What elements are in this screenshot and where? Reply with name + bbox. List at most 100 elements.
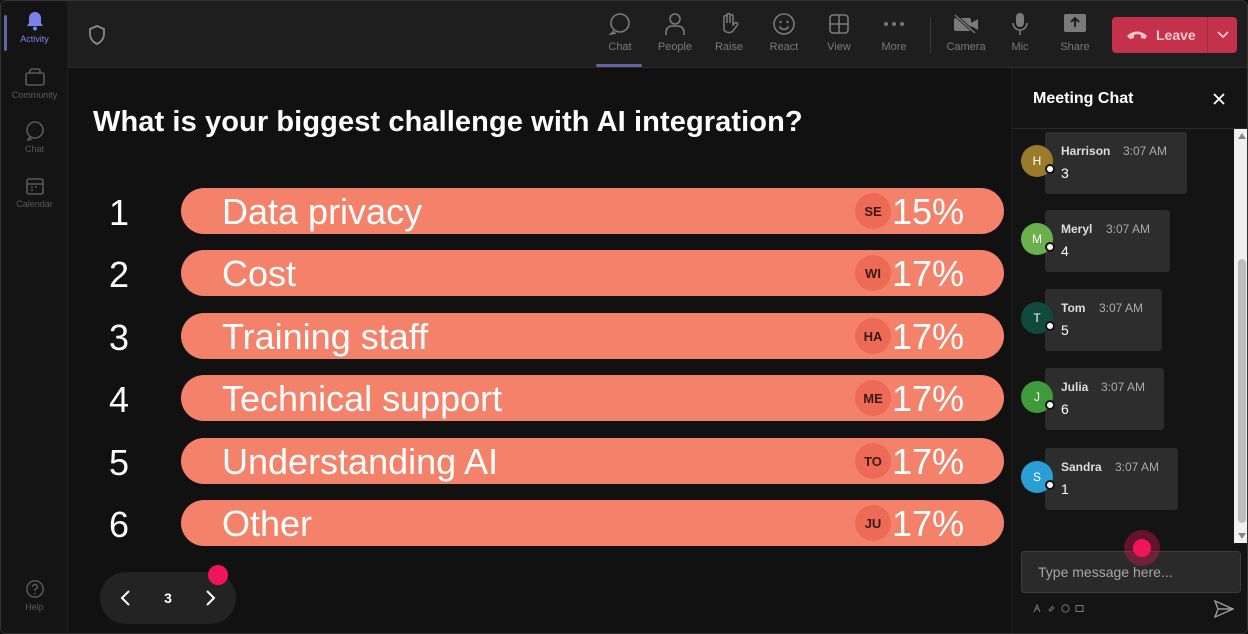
toolbar-mic-button[interactable]: Mic [994,11,1046,63]
gif-icon[interactable] [1075,604,1084,613]
option-bar[interactable]: Technical support ME 17% [181,375,1004,421]
option-bar[interactable]: Data privacy SE 15% [181,188,1004,234]
chat-header: Meeting Chat [1012,68,1247,129]
toolbar-react-button[interactable]: React [758,11,810,63]
toolbar-label: View [827,41,851,53]
message-time: 3:07 AM [1115,460,1160,474]
toolbar-view-button[interactable]: View [813,11,865,63]
poll-option-row[interactable]: 5 Understanding AI TO 17% [68,438,1011,484]
chevron-right-icon[interactable] [202,588,218,608]
rail-label: Chat [24,144,44,154]
meeting-chat-panel: Meeting Chat Harrison 3:07 AM 3 H Meryl [1011,68,1247,633]
chat-message-input[interactable] [1021,551,1241,593]
leave-button[interactable]: Leave [1112,17,1237,53]
notification-dot [208,565,228,585]
option-bar[interactable]: Cost WI 17% [181,250,1004,296]
rail-item-chat[interactable]: Chat [1,121,68,169]
close-icon[interactable] [1210,90,1228,108]
avatar: M [1021,223,1055,255]
toolbar-divider [930,17,931,53]
toolbar-label: Raise [714,41,744,53]
chat-icon [607,11,633,37]
poll-option-row[interactable]: 2 Cost WI 17% [68,250,1011,296]
option-number: 1 [109,192,130,233]
message-bubble: Julia 3:07 AM 6 [1045,368,1164,430]
leave-label: Leave [1156,27,1196,43]
avatar: J [1021,381,1055,413]
option-label: Other [222,503,313,544]
rail-item-activity[interactable]: Activity [1,11,68,59]
presence-dot [1045,400,1055,410]
toolbar-more-button[interactable]: More [868,11,920,63]
raise-hand-icon [716,11,742,37]
toolbar-label: More [881,41,907,53]
option-percentage: 17% [891,503,964,544]
toolbar-label: Mic [1011,41,1029,53]
option-percentage: 17% [891,441,964,482]
toolbar-camera-button[interactable]: Camera [940,11,992,63]
pointer-indicator [1124,530,1160,566]
option-bar[interactable]: Training staff HA 17% [181,313,1004,359]
calendar-icon [25,176,45,196]
rail-item-help[interactable]: Help [1,579,68,627]
sender-name: Julia [1061,380,1089,394]
chat-icon [25,121,45,141]
toolbar-raise-button[interactable]: Raise [703,11,755,63]
scroll-up-arrow[interactable] [1238,133,1246,139]
shield-icon[interactable] [88,25,106,45]
sender-name: Meryl [1061,222,1093,236]
option-bar[interactable]: Understanding AI TO 17% [181,438,1004,484]
option-bar[interactable]: Other JU 17% [181,500,1004,546]
scroll-down-arrow[interactable] [1238,533,1246,539]
meeting-toolbar: Chat People Raise React View [68,1,1247,68]
toolbar-share-button[interactable]: Share [1049,11,1101,63]
message-text: 1 [1061,481,1069,497]
chevron-down-icon[interactable] [1207,17,1237,53]
avatar: H [1021,145,1055,177]
poll-option-row[interactable]: 6 Other JU 17% [68,500,1011,546]
voter-initials-badge: HA [855,318,891,354]
message-text: 6 [1061,401,1069,417]
chat-message-list: Harrison 3:07 AM 3 H Meryl 3:07 AM 4 M [1012,129,1234,541]
message-text: 5 [1061,322,1069,338]
grid-icon [826,11,852,37]
message-bubble: Harrison 3:07 AM 3 [1045,132,1187,194]
chat-scrollbar[interactable] [1234,129,1247,543]
voter-initials-badge: WI [855,255,891,291]
toolbar-people-button[interactable]: People [649,11,701,63]
poll-option-row[interactable]: 3 Training staff HA 17% [68,313,1011,359]
rail-item-calendar[interactable]: Calendar [1,176,68,224]
voter-initials-badge: JU [855,505,891,541]
sender-name: Sandra [1061,460,1102,474]
voter-initials-badge: ME [855,380,891,416]
bell-icon [25,11,45,31]
format-icon[interactable] [1033,603,1042,613]
phone-hangup-icon [1126,28,1148,42]
page-number: 3 [164,590,172,606]
poll-option-row[interactable]: 1 Data privacy SE 15% [68,188,1011,234]
message-text: 4 [1061,243,1069,259]
option-percentage: 15% [891,191,964,232]
poll-option-row[interactable]: 4 Technical support ME 17% [68,375,1011,421]
rail-label: Calendar [16,199,53,209]
toolbar-chat-button[interactable]: Chat [594,11,646,67]
rail-item-community[interactable]: Community [1,67,68,115]
option-percentage: 17% [891,253,964,294]
send-icon[interactable] [1213,599,1235,619]
chevron-left-icon[interactable] [118,588,134,608]
message-time: 3:07 AM [1099,301,1144,315]
message-time: 3:07 AM [1101,380,1146,394]
option-label: Understanding AI [222,441,499,482]
sender-name: Tom [1061,301,1086,315]
attach-icon[interactable] [1047,604,1056,613]
voter-initials-badge: TO [855,443,891,479]
presence-dot [1045,242,1055,252]
compose-toolbar [1033,603,1084,616]
scroll-thumb[interactable] [1238,259,1246,523]
option-number: 5 [109,442,130,483]
toolbar-label: React [769,41,799,53]
emoji-icon[interactable] [1061,604,1070,613]
camera-off-icon [953,11,979,37]
toolbar-label: Share [1060,41,1090,53]
